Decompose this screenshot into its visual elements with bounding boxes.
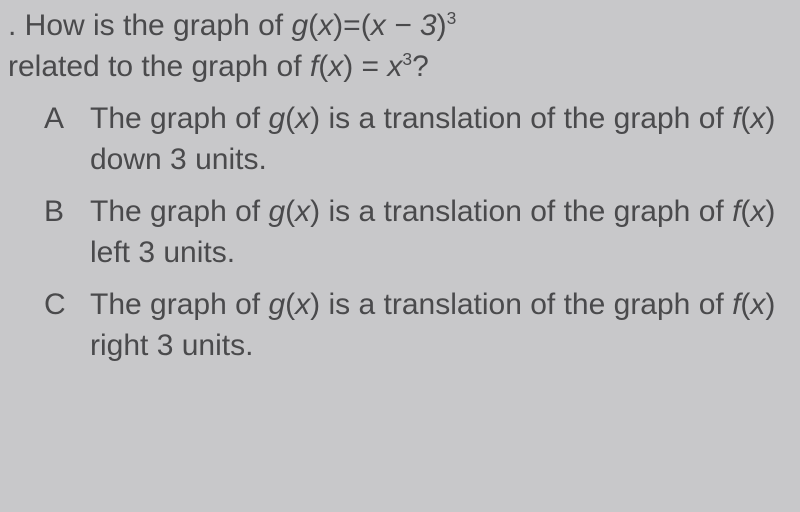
c-gpo: (	[285, 102, 295, 135]
c-gv: x	[295, 288, 310, 321]
q-eq: =	[343, 9, 361, 42]
c-gpc: )	[310, 102, 320, 135]
question-stem: . How is the graph of g(x)=(x − 3)3 rela…	[8, 6, 782, 87]
q-f-po: (	[318, 50, 328, 83]
choice-text: The graph of g(x) is a translation of th…	[90, 285, 782, 366]
q-rhs-body: x − 3	[371, 9, 437, 42]
c-gv: x	[295, 102, 310, 135]
q-lead: . How is the graph of	[8, 9, 291, 42]
c-post: left 3 units.	[90, 236, 235, 269]
c-mid: is a translation of the graph of	[320, 288, 732, 321]
q-rhs-po: (	[361, 9, 371, 42]
q-rhs-pc: )	[437, 9, 447, 42]
choice-letter: A	[44, 99, 90, 140]
choice-letter: B	[44, 192, 90, 233]
q-g-po: (	[308, 9, 318, 42]
c-g: g	[268, 288, 285, 321]
c-fv: x	[750, 102, 765, 135]
q-g-var: x	[318, 9, 333, 42]
q-f-eq: =	[353, 50, 387, 83]
c-fpo: (	[740, 195, 750, 228]
c-pre: The graph of	[90, 195, 268, 228]
c-pre: The graph of	[90, 288, 268, 321]
c-fv: x	[750, 195, 765, 228]
c-fpo: (	[740, 102, 750, 135]
c-post: right 3 units.	[90, 329, 253, 362]
c-gpo: (	[285, 195, 295, 228]
q-qmark: ?	[412, 50, 429, 83]
q-f-rhs-var: x	[387, 50, 402, 83]
question-block: . How is the graph of g(x)=(x − 3)3 rela…	[0, 0, 800, 388]
choices-list: A The graph of g(x) is a translation of …	[44, 99, 782, 366]
c-g: g	[268, 102, 285, 135]
c-fpc: )	[765, 195, 775, 228]
q-g-pc: )	[333, 9, 343, 42]
c-fpc: )	[765, 102, 775, 135]
c-fpc: )	[765, 288, 775, 321]
q-f: f	[310, 50, 318, 83]
q-line2a: related to the graph of	[8, 50, 310, 83]
choice-c[interactable]: C The graph of g(x) is a translation of …	[44, 285, 782, 366]
c-fv: x	[750, 288, 765, 321]
c-gpc: )	[310, 195, 320, 228]
q-f-rhs-exp: 3	[402, 49, 412, 69]
c-gpc: )	[310, 288, 320, 321]
c-pre: The graph of	[90, 102, 268, 135]
c-fpo: (	[740, 288, 750, 321]
c-mid: is a translation of the graph of	[320, 102, 732, 135]
choice-b[interactable]: B The graph of g(x) is a translation of …	[44, 192, 782, 273]
choice-text: The graph of g(x) is a translation of th…	[90, 192, 782, 273]
c-gpo: (	[285, 288, 295, 321]
choice-text: The graph of g(x) is a translation of th…	[90, 99, 782, 180]
q-rhs-exp: 3	[447, 8, 457, 28]
q-f-pc: )	[343, 50, 353, 83]
choice-a[interactable]: A The graph of g(x) is a translation of …	[44, 99, 782, 180]
c-mid: is a translation of the graph of	[320, 195, 732, 228]
choice-letter: C	[44, 285, 90, 326]
q-f-var: x	[328, 50, 343, 83]
c-gv: x	[295, 195, 310, 228]
c-post: down 3 units.	[90, 143, 267, 176]
c-g: g	[268, 195, 285, 228]
q-g: g	[291, 9, 308, 42]
